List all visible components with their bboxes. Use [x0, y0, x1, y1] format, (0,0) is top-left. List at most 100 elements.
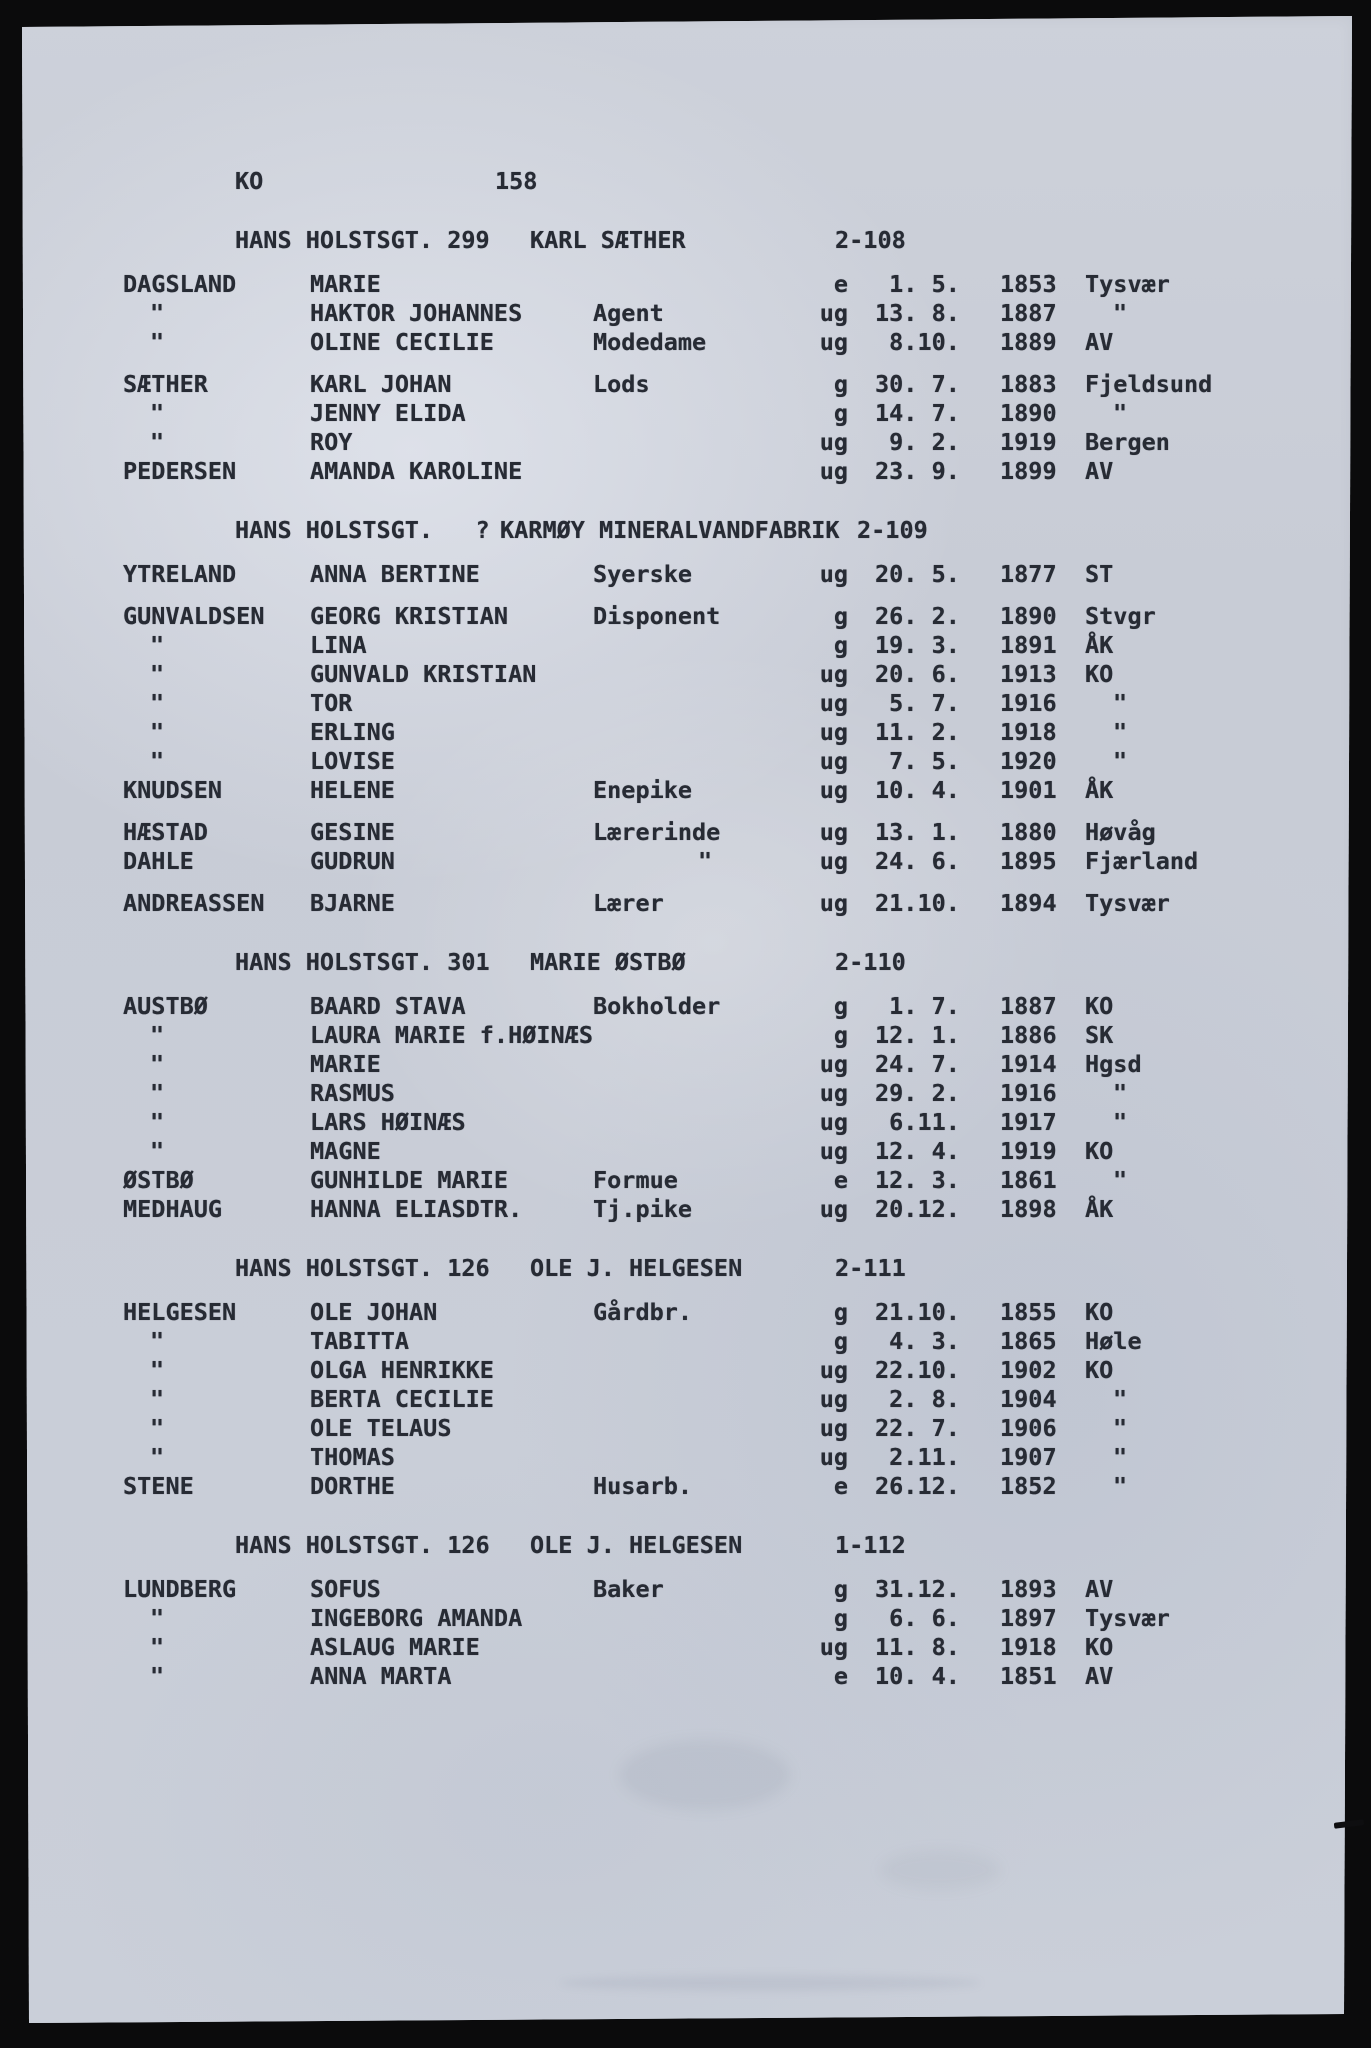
- status-cell: g: [833, 1575, 848, 1603]
- birthdate-cell: 2.11.: [875, 1443, 960, 1471]
- birthdate-cell: 12. 3.: [875, 1166, 960, 1194]
- record-row: STENE DORTHE Husarb. e 26.12. 1852 ": [123, 1472, 1303, 1501]
- birthdate-cell: 31.12.: [875, 1575, 960, 1603]
- birthplace-cell: ": [1113, 1166, 1128, 1194]
- surname-cell: STENE: [123, 1472, 194, 1500]
- birthplace-cell: Høvåg: [1085, 818, 1156, 846]
- birthyear-cell: 1917: [1000, 1108, 1057, 1136]
- record-row: HELGESEN OLE JOHAN Gårdbr. g 21.10. 1855 KO: [123, 1298, 1303, 1327]
- street-label: HANS HOLSTSGT. 126: [235, 1531, 490, 1559]
- record-row: " LARS HØINÆS ug 6.11. 1917 ": [123, 1108, 1303, 1137]
- given-name-cell: HELENE: [310, 776, 395, 804]
- record-row: " TABITTA g 4. 3. 1865 Høle: [123, 1327, 1303, 1356]
- birthplace-cell: ": [1113, 1472, 1128, 1500]
- birthplace-cell: KO: [1085, 1298, 1114, 1326]
- birthdate-cell: 24. 6.: [875, 847, 960, 875]
- birthplace-cell: Hgsd: [1085, 1050, 1142, 1078]
- birthdate-cell: 21.10.: [875, 889, 960, 917]
- household-name: KARMØY MINERALVANDFABRIK: [500, 516, 840, 544]
- record-row: " OLE TELAUS ug 22. 7. 1906 ": [123, 1414, 1303, 1443]
- household-id: 2-109: [857, 516, 928, 544]
- household-header: HANS HOLSTSGT. 299 KARL SÆTHER 2-108: [123, 226, 1303, 255]
- status-cell: e: [833, 1662, 848, 1690]
- status-cell: ug: [819, 457, 848, 485]
- status-cell: ug: [819, 1195, 848, 1223]
- status-cell: ug: [819, 847, 848, 875]
- given-name-cell: BERTA CECILIE: [310, 1385, 494, 1413]
- birthyear-cell: 1880: [1000, 818, 1057, 846]
- status-cell: ug: [819, 1108, 848, 1136]
- surname-cell: ": [150, 747, 165, 775]
- given-name-cell: ANNA BERTINE: [310, 560, 480, 588]
- birthplace-cell: Fjærland: [1085, 847, 1199, 875]
- status-cell: g: [833, 631, 848, 659]
- record-row: MEDHAUG HANNA ELIASDTR. Tj.pike ug 20.12. 189…: [123, 1195, 1303, 1224]
- page-number: 158: [495, 167, 538, 195]
- birthdate-cell: 13. 1.: [875, 818, 960, 846]
- birthyear-cell: 1852: [1000, 1472, 1057, 1500]
- record-row: " RASMUS ug 29. 2. 1916 ": [123, 1079, 1303, 1108]
- birthyear-cell: 1897: [1000, 1604, 1057, 1632]
- status-cell: g: [833, 1327, 848, 1355]
- given-name-cell: ASLAUG MARIE: [310, 1633, 480, 1661]
- record-row: " GUNVALD KRISTIAN ug 20. 6. 1913 KO: [123, 660, 1303, 689]
- surname-cell: ": [150, 1633, 165, 1661]
- row-gap: [123, 589, 1303, 602]
- given-name-cell: OLINE CECILIE: [310, 328, 494, 356]
- record-row: " ANNA MARTA e 10. 4. 1851 AV: [123, 1662, 1303, 1691]
- record-row: GUNVALDSEN GEORG KRISTIAN Disponent g 26. 2.…: [123, 602, 1303, 631]
- status-cell: g: [833, 602, 848, 630]
- surname-cell: ": [150, 328, 165, 356]
- surname-cell: LUNDBERG: [123, 1575, 237, 1603]
- given-name-cell: OLE TELAUS: [310, 1414, 452, 1442]
- surname-cell: ": [150, 718, 165, 746]
- birthyear-cell: 1904: [1000, 1385, 1057, 1413]
- birthdate-cell: 5. 7.: [875, 689, 960, 717]
- record-row: SÆTHER KARL JOHAN Lods g 30. 7. 1883 Fjeldsund: [123, 370, 1303, 399]
- birthyear-cell: 1916: [1000, 689, 1057, 717]
- surname-cell: ": [150, 1662, 165, 1690]
- record-row: DAHLE GUDRUN " ug 24. 6. 1895 Fjærland: [123, 847, 1303, 876]
- birthyear-cell: 1916: [1000, 1079, 1057, 1107]
- birthdate-cell: 6. 6.: [875, 1604, 960, 1632]
- status-cell: ug: [819, 1633, 848, 1661]
- surname-cell: ": [150, 1079, 165, 1107]
- status-cell: e: [833, 1472, 848, 1500]
- birthyear-cell: 1890: [1000, 602, 1057, 630]
- birthyear-cell: 1886: [1000, 1021, 1057, 1049]
- given-name-cell: DORTHE: [310, 1472, 395, 1500]
- record-row: KNUDSEN HELENE Enepike ug 10. 4. 1901 ÅK: [123, 776, 1303, 805]
- birthdate-cell: 10. 4.: [875, 1662, 960, 1690]
- birthplace-cell: AV: [1085, 328, 1114, 356]
- occupation-cell: ": [698, 847, 713, 875]
- household-name: OLE J. HELGESEN: [530, 1254, 743, 1282]
- birthplace-cell: AV: [1085, 1575, 1114, 1603]
- given-name-cell: BAARD STAVA: [310, 992, 466, 1020]
- birthplace-cell: ST: [1085, 560, 1114, 588]
- record-row: " TOR ug 5. 7. 1916 ": [123, 689, 1303, 718]
- status-cell: ug: [819, 328, 848, 356]
- surname-cell: ": [150, 1050, 165, 1078]
- given-name-cell: TABITTA: [310, 1327, 410, 1355]
- status-cell: g: [833, 992, 848, 1020]
- household-name: OLE J. HELGESEN: [530, 1531, 743, 1559]
- birthplace-cell: KO: [1085, 660, 1114, 688]
- status-cell: g: [833, 1021, 848, 1049]
- birthyear-cell: 1901: [1000, 776, 1057, 804]
- birthyear-cell: 1887: [1000, 299, 1057, 327]
- birthdate-cell: 7. 5.: [875, 747, 960, 775]
- typewritten-register: KO 158 HANS HOLSTSGT. 299 KARL SÆTHER 2-10…: [123, 167, 1303, 1691]
- record-row: " THOMAS ug 2.11. 1907 ": [123, 1443, 1303, 1472]
- birthdate-cell: 1. 7.: [875, 992, 960, 1020]
- birthplace-cell: ÅK: [1085, 776, 1114, 804]
- occupation-cell: Bokholder: [593, 992, 721, 1020]
- birthdate-cell: 10. 4.: [875, 776, 960, 804]
- status-cell: ug: [819, 1414, 848, 1442]
- household-id: 1-112: [835, 1531, 906, 1559]
- birthyear-cell: 1913: [1000, 660, 1057, 688]
- birthplace-cell: ÅK: [1085, 631, 1114, 659]
- birthyear-cell: 1853: [1000, 270, 1057, 298]
- given-name-cell: ERLING: [310, 718, 395, 746]
- occupation-cell: Syerske: [593, 560, 693, 588]
